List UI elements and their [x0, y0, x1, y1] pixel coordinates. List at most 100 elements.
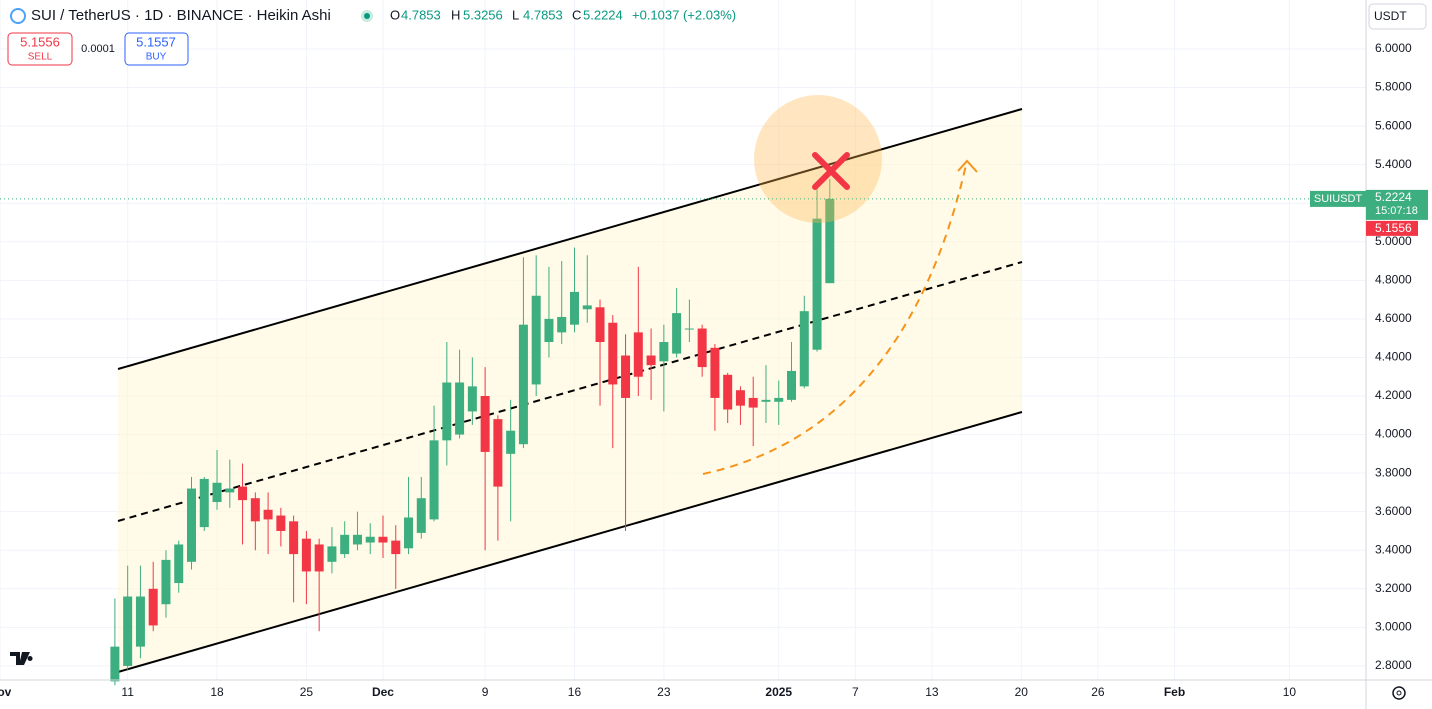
- currency-button[interactable]: [1368, 3, 1427, 30]
- candle-body: [646, 355, 656, 366]
- candle-body: [518, 324, 528, 445]
- ohlc-label: L: [512, 7, 519, 22]
- y-tick-label: 3.6000: [1375, 504, 1412, 518]
- candle-body: [186, 488, 196, 562]
- candle-body: [276, 515, 286, 531]
- candle-body: [263, 509, 273, 520]
- candle-body: [391, 540, 401, 555]
- candle-body: [480, 396, 490, 452]
- channel-mid: [117, 261, 1023, 522]
- drawings: [117, 108, 1023, 673]
- candle-body: [301, 538, 311, 572]
- x-tick-label: Nov: [0, 685, 12, 699]
- ohlc-label: C: [572, 7, 581, 22]
- candle-body: [416, 498, 426, 533]
- y-tick-label: 5.8000: [1375, 80, 1412, 94]
- candle-body: [748, 397, 758, 408]
- candle-body: [212, 482, 222, 503]
- candle-body: [199, 478, 209, 528]
- candle-body: [314, 544, 324, 572]
- candle-body: [531, 295, 541, 385]
- y-tick-label: 4.2000: [1375, 388, 1412, 402]
- bid-tag-text: 5.1556: [1375, 221, 1412, 235]
- x-tick-label: 26: [1091, 685, 1105, 699]
- symbol-title: SUI / TetherUS · 1D · BINANCE · Heikin A…: [31, 7, 331, 24]
- y-tick-label: 6.0000: [1375, 41, 1412, 55]
- x-tick-label: 16: [568, 685, 582, 699]
- channel-lower: [117, 411, 1023, 673]
- y-tick-label: 4.0000: [1375, 427, 1412, 441]
- price-tag-text: 5.2224: [1375, 190, 1412, 204]
- y-tick-label: 4.8000: [1375, 273, 1412, 287]
- change: +0.1037 (+2.03%): [632, 7, 736, 22]
- buy-button[interactable]: [124, 32, 189, 66]
- candle-body: [327, 546, 337, 562]
- candle-body: [812, 218, 822, 350]
- y-tick-label: 5.6000: [1375, 118, 1412, 132]
- symbol-tag-text: SUIUSDT: [1314, 193, 1363, 205]
- candles: [110, 178, 835, 686]
- buy-price[interactable]: 5.1557: [136, 34, 176, 49]
- countdown: 15:07:18: [1375, 205, 1418, 217]
- ohlc-value: 4.7853: [523, 7, 563, 22]
- y-tick-label: 3.0000: [1375, 620, 1412, 634]
- candle-body: [595, 307, 605, 343]
- candle-body: [710, 347, 720, 398]
- candle-body: [608, 322, 618, 385]
- annotations: [702, 95, 978, 475]
- candle-body: [225, 488, 235, 493]
- y-tick-label: 5.4000: [1375, 157, 1412, 171]
- candle-body: [761, 399, 771, 402]
- candle-body: [633, 332, 643, 377]
- y-tick-label: 2.8000: [1375, 658, 1412, 672]
- logo: [10, 652, 33, 665]
- x-tick-label: 7: [852, 685, 859, 699]
- candle-body: [799, 311, 809, 387]
- candle-body: [723, 374, 733, 410]
- settings-icon[interactable]: [1396, 690, 1402, 696]
- candle-body: [493, 419, 503, 487]
- candle-body: [161, 559, 171, 605]
- candle-body: [774, 397, 784, 402]
- buy-label[interactable]: BUY: [146, 52, 167, 63]
- candle-body: [365, 536, 375, 543]
- x-tick-label: 2025: [765, 685, 792, 699]
- candle-body: [787, 370, 797, 400]
- candle-body: [238, 486, 248, 501]
- settings-icon[interactable]: [1392, 686, 1406, 700]
- bid-tag: [1366, 220, 1418, 236]
- header: SUI / TetherUS · 1D · BINANCE · Heikin A…: [7, 3, 1427, 700]
- x-tick-label: 23: [657, 685, 671, 699]
- price-tag: [1366, 189, 1428, 220]
- ohlc-label: H: [451, 7, 460, 22]
- candle-body: [352, 534, 362, 545]
- candle-body: [442, 382, 452, 441]
- x-tick-label: 18: [210, 685, 224, 699]
- candle-body: [569, 291, 579, 325]
- currency[interactable]: USDT: [1374, 9, 1407, 23]
- candle-body: [455, 382, 465, 435]
- y-tick-label: 4.4000: [1375, 350, 1412, 364]
- candle-body: [250, 498, 260, 522]
- candle-body: [544, 318, 554, 343]
- sell-price[interactable]: 5.1556: [20, 34, 60, 49]
- symbol-tag: [1310, 190, 1366, 207]
- candle-body: [135, 596, 145, 647]
- sell-button[interactable]: [7, 32, 73, 66]
- candle-body: [467, 386, 477, 412]
- candle-body: [123, 596, 133, 666]
- candle-body: [340, 534, 350, 555]
- candle-body: [174, 544, 184, 584]
- candle-body: [825, 198, 835, 284]
- x-tick-label: Dec: [372, 685, 394, 699]
- symbol-icon: [10, 8, 26, 24]
- candle-body: [621, 355, 631, 398]
- ohlc-label: O: [390, 7, 400, 22]
- x-tick-label: 20: [1015, 685, 1029, 699]
- y-tick-label: 3.2000: [1375, 581, 1412, 595]
- candle-body: [506, 430, 516, 454]
- sell-label[interactable]: SELL: [28, 52, 53, 63]
- candle-body: [404, 517, 414, 549]
